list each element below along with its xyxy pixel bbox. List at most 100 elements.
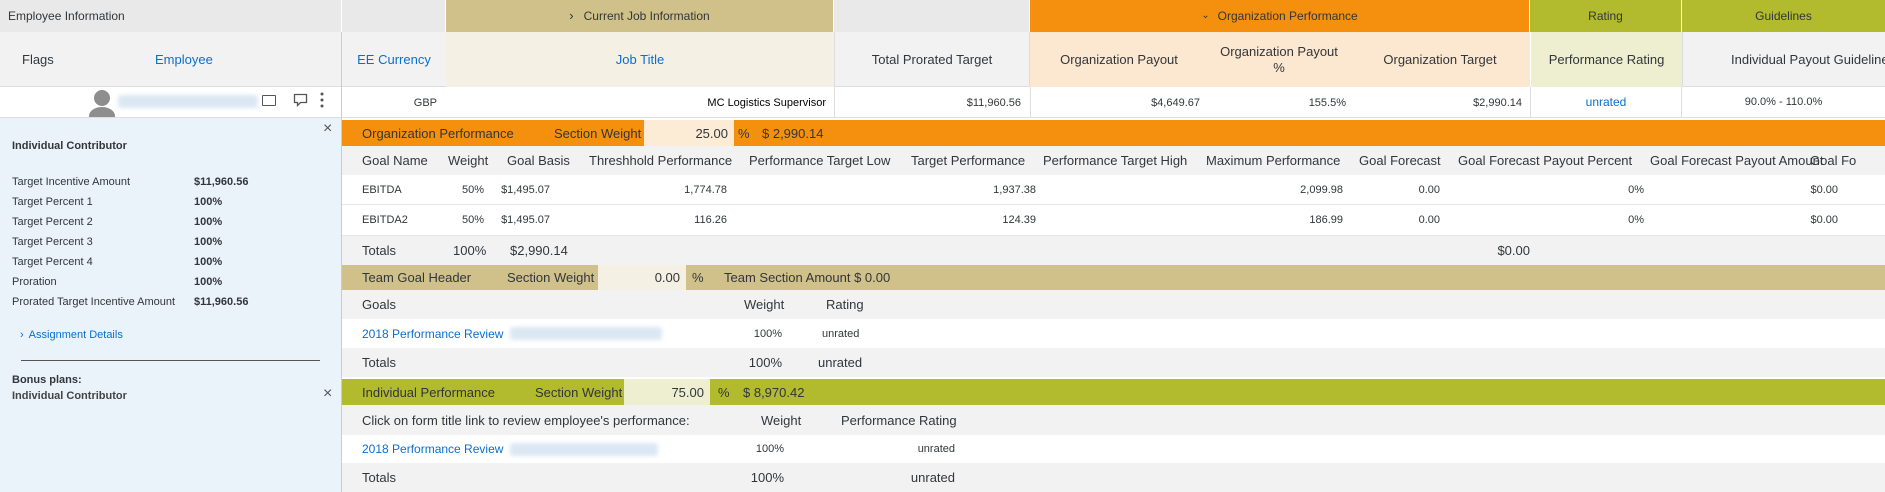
performance-rating-column-header: Performance Rating (1530, 32, 1682, 87)
org-goal-basis: $1,495.07 (501, 183, 550, 196)
detail-field-value: 100% (194, 196, 223, 208)
team-goal-row[interactable]: 2018 Performance Review 100% unrated (342, 319, 1885, 348)
org-payout-divider (1030, 87, 1031, 118)
org-goal-threshold: 116.26 (694, 214, 727, 226)
avatar (88, 88, 116, 117)
employee-name-redacted[interactable] (118, 95, 258, 108)
org-goal-payout-amt: $0.00 (1810, 183, 1838, 196)
team-section-weight-input[interactable]: 0.00 (598, 265, 686, 290)
employee-column-header[interactable]: Employee (155, 52, 213, 67)
job-title-value: MC Logistics Supervisor (707, 96, 826, 109)
ind-review-row[interactable]: 2018 Performance Review 100% unrated (342, 435, 1885, 463)
org-goal-target: 124.39 (1002, 214, 1036, 226)
guideline-value: 90.0% - 110.0% (1744, 95, 1823, 108)
ind-review-rating: unrated (917, 443, 955, 455)
org-section-title: Organization Performance (362, 125, 514, 141)
assignment-details-label: Assignment Details (28, 329, 123, 341)
org-goal-row[interactable]: EBITDA2 50% $1,495.07 116.26 124.39 186.99 0.0… (342, 205, 1885, 236)
ind-section-amount: $ 8,970.42 (743, 384, 805, 400)
ind-weight-column: Weight (761, 412, 802, 428)
ind-totals-label: Totals (362, 470, 396, 485)
flags-column-header: Flags (22, 52, 54, 67)
org-goal-row[interactable]: EBITDA 50% $1,495.07 1,774.78 1,937.38 2,099.… (342, 175, 1885, 205)
team-totals-rating: unrated (818, 355, 863, 370)
detail-field-label: Proration (12, 276, 57, 288)
performance-rating-link[interactable]: unrated (1530, 87, 1682, 118)
id-card-icon[interactable] (262, 95, 276, 106)
organization-target-value: $2,990.14 (1473, 96, 1522, 109)
org-totals-basis: $2,990.14 (510, 243, 568, 258)
current-job-information-header[interactable]: › Current Job Information (446, 0, 834, 32)
chevron-down-icon: ⌄ (1201, 10, 1210, 21)
detail-field-value: $11,960.56 (194, 176, 249, 188)
ind-totals-row: Totals 100% unrated (342, 463, 1885, 492)
close-icon[interactable]: × (323, 120, 333, 137)
org-goal-forecast: 0.00 (1418, 214, 1440, 226)
employee-information-label: Employee Information (8, 9, 125, 23)
org-goal-column-header: Threshhold Performance (589, 153, 733, 168)
more-options-icon[interactable] (319, 91, 325, 109)
ee-currency-column-header[interactable]: EE Currency (357, 51, 431, 67)
employee-name-redacted (510, 327, 662, 340)
org-goal-column-header: Goal Fo (1810, 153, 1857, 168)
detail-field-value: 100% (194, 276, 223, 288)
organization-performance-label: Organization Performance (1217, 8, 1358, 23)
ind-section-weight-input[interactable]: 75.00 (624, 379, 710, 405)
ind-review-weight: 100% (755, 443, 784, 455)
team-section-title: Team Goal Header (362, 270, 472, 285)
total-prorated-target-value: $11,960.56 (834, 87, 1021, 118)
team-rating-column: Rating (826, 297, 864, 312)
organization-payout-value: $4,649.67 (1151, 96, 1200, 109)
team-totals-weight: 100% (748, 355, 782, 370)
job-title-column-header[interactable]: Job Title (446, 32, 834, 87)
total-prorated-target-column-header: Total Prorated Target (834, 32, 1030, 87)
team-section-amount: Team Section Amount $ 0.00 (724, 270, 891, 285)
team-weight-column: Weight (744, 297, 785, 312)
org-section-header: Organization Performance Section Weight … (342, 120, 1885, 146)
org-columns-bg (1030, 32, 1530, 87)
org-goal-payout-pct: 0% (1628, 214, 1644, 226)
org-goal-column-header: Maximum Performance (1206, 153, 1341, 168)
detail-field-label: Target Percent 1 (12, 196, 93, 208)
individual-payout-guideline-column-header: Individual Payout Guideline (1682, 32, 1885, 87)
assignment-details-link[interactable]: › Assignment Details (20, 329, 123, 341)
org-section-weight-input[interactable]: 25.00 (644, 120, 734, 146)
ind-column-headers: Click on form title link to review emplo… (342, 405, 1885, 435)
header-spacer (342, 0, 446, 32)
bonus-plan-name: Individual Contributor (12, 390, 127, 402)
organization-performance-header[interactable]: ⌄ Organization Performance (1030, 0, 1530, 32)
org-goal-threshold: 1,774.78 (684, 183, 727, 196)
employee-name-redacted (510, 443, 658, 456)
org-goal-maximum: 2,099.98 (1300, 183, 1343, 196)
employee-row[interactable] (0, 87, 1885, 118)
org-goal-column-header: Goal Forecast Payout Amount (1650, 153, 1824, 168)
org-goal-column-headers: Goal Name Weight Goal Basis Threshhold Perf… (342, 146, 1885, 175)
rating-header: Rating (1530, 0, 1682, 32)
current-job-information-label: Current Job Information (583, 8, 710, 23)
detail-field-label: Target Percent 3 (12, 236, 93, 248)
org-goal-payout-pct: 0% (1628, 183, 1644, 196)
close-icon[interactable]: × (323, 385, 333, 402)
org-section-amount: $ 2,990.14 (762, 125, 824, 141)
org-goal-column-header: Goal Forecast (1359, 153, 1441, 168)
column-divider (341, 32, 342, 118)
ind-rating-column: Performance Rating (841, 412, 957, 428)
chevron-right-icon: › (569, 8, 574, 24)
org-goal-maximum: 186.99 (1309, 214, 1343, 226)
org-goal-weight: 50% (461, 183, 484, 196)
ind-review-link[interactable]: 2018 Performance Review (362, 442, 504, 456)
team-goal-link[interactable]: 2018 Performance Review (362, 326, 504, 341)
detail-field-value: 100% (194, 236, 223, 248)
org-goal-name: EBITDA2 (362, 214, 408, 226)
team-goal-rating: unrated (822, 327, 860, 340)
organization-payout-pct-column-header: Organization Payout % (1220, 43, 1338, 75)
chat-icon[interactable] (293, 93, 308, 108)
detail-field-label: Prorated Target Incentive Amount (12, 296, 176, 308)
team-goal-weight: 100% (753, 327, 782, 340)
org-goal-weight: 50% (461, 214, 484, 226)
org-totals-label: Totals (362, 243, 396, 258)
org-totals-row: Totals 100% $2,990.14 $0.00 (342, 236, 1885, 265)
panel-divider (21, 360, 320, 361)
organization-payout-column-header: Organization Payout (1060, 51, 1178, 67)
org-goal-column-header: Goal Name (362, 153, 428, 168)
